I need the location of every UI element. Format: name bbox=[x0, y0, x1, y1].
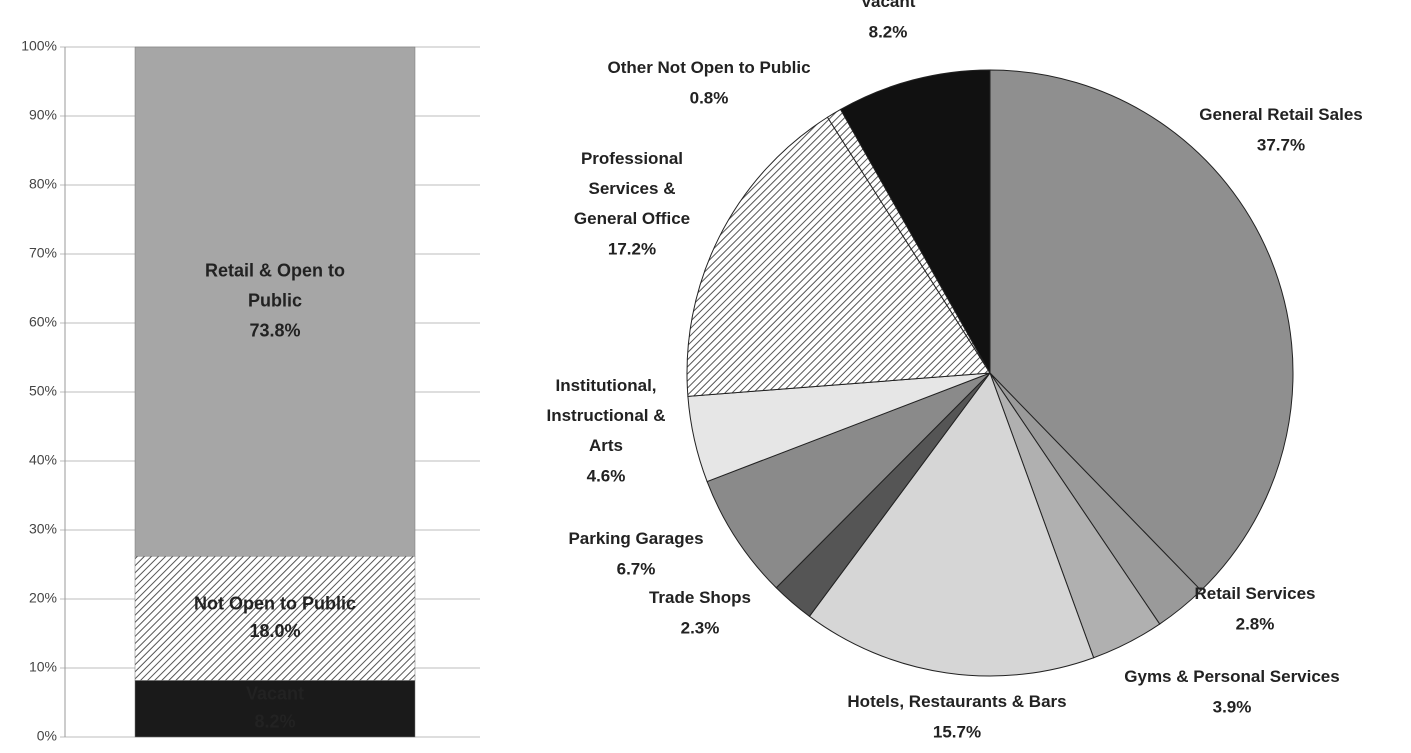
slice-value-label: 15.7% bbox=[933, 722, 981, 741]
bar-segment bbox=[134, 46, 416, 557]
slice-label: Gyms & Personal Services bbox=[1124, 667, 1339, 686]
y-tick-label: 20% bbox=[29, 590, 57, 606]
segment-name: Vacant bbox=[246, 683, 304, 703]
y-tick-label: 40% bbox=[29, 452, 57, 468]
label-line: Public bbox=[248, 290, 302, 310]
y-tick-label: 10% bbox=[29, 659, 57, 675]
value-label: 73.8% bbox=[249, 320, 300, 340]
label-line: Vacant bbox=[861, 0, 916, 11]
slice-label: General Retail Sales bbox=[1199, 105, 1362, 124]
segment-name: Not Open to Public bbox=[194, 593, 356, 613]
label-line: Instructional & bbox=[546, 406, 665, 425]
y-tick-label: 90% bbox=[29, 107, 57, 123]
slice-value-label: 6.7% bbox=[617, 559, 656, 578]
label-line: Professional bbox=[581, 149, 683, 168]
slice-value-label: 17.2% bbox=[608, 239, 656, 258]
label-line: Trade Shops bbox=[649, 588, 751, 607]
pie-slice bbox=[989, 69, 1294, 592]
label-line: Gyms & Personal Services bbox=[1124, 667, 1339, 686]
value-label: 18.0% bbox=[249, 621, 300, 641]
label-line: Arts bbox=[589, 436, 623, 455]
slice-label: Trade Shops bbox=[649, 588, 751, 607]
y-tick-label: 70% bbox=[29, 245, 57, 261]
label-line: General Office bbox=[574, 209, 690, 228]
slice-value-label: 0.8% bbox=[690, 88, 729, 107]
y-tick-label: 80% bbox=[29, 176, 57, 192]
value-label: 8.2% bbox=[254, 711, 295, 731]
slice-value-label: 3.9% bbox=[1213, 697, 1252, 716]
label-line: General Retail Sales bbox=[1199, 105, 1362, 124]
slice-value-label: 8.2% bbox=[869, 22, 908, 41]
slice-value-label: 2.8% bbox=[1236, 614, 1275, 633]
slice-value-label: 2.3% bbox=[681, 618, 720, 637]
label-line: Retail & Open to bbox=[205, 260, 345, 280]
slice-label: Hotels, Restaurants & Bars bbox=[847, 692, 1066, 711]
y-tick-label: 60% bbox=[29, 314, 57, 330]
pie-slice bbox=[839, 69, 991, 375]
label-line: Services & bbox=[589, 179, 676, 198]
label-line: Retail Services bbox=[1195, 584, 1316, 603]
y-tick-label: 0% bbox=[37, 728, 57, 744]
label-line: Vacant bbox=[246, 683, 304, 703]
y-tick-label: 50% bbox=[29, 383, 57, 399]
slice-label: Professional Services & General Office bbox=[574, 149, 690, 228]
pie-slice bbox=[706, 372, 991, 589]
slice-label: Other Not Open to Public bbox=[607, 58, 810, 77]
label-line: Institutional, bbox=[555, 376, 656, 395]
label-line: Parking Garages bbox=[568, 529, 703, 548]
slice-value-label: 4.6% bbox=[587, 466, 626, 485]
label-line: Other Not Open to Public bbox=[607, 58, 810, 77]
slice-label: Institutional, Instructional & Arts bbox=[546, 376, 665, 455]
label-line: Hotels, Restaurants & Bars bbox=[847, 692, 1066, 711]
label-line: Not Open to Public bbox=[194, 593, 356, 613]
slice-label: Retail Services bbox=[1195, 584, 1316, 603]
segment-name: Retail & Open to Public bbox=[205, 260, 345, 310]
bar-segment bbox=[134, 680, 416, 738]
y-tick-label: 30% bbox=[29, 521, 57, 537]
slice-label: Parking Garages bbox=[568, 529, 703, 548]
slice-label: Vacant bbox=[861, 0, 916, 11]
pie-slice bbox=[686, 116, 991, 397]
slice-value-label: 37.7% bbox=[1257, 135, 1305, 154]
pie-slice bbox=[808, 371, 1095, 677]
bar-segment bbox=[134, 555, 416, 681]
y-tick-label: 100% bbox=[21, 38, 57, 54]
